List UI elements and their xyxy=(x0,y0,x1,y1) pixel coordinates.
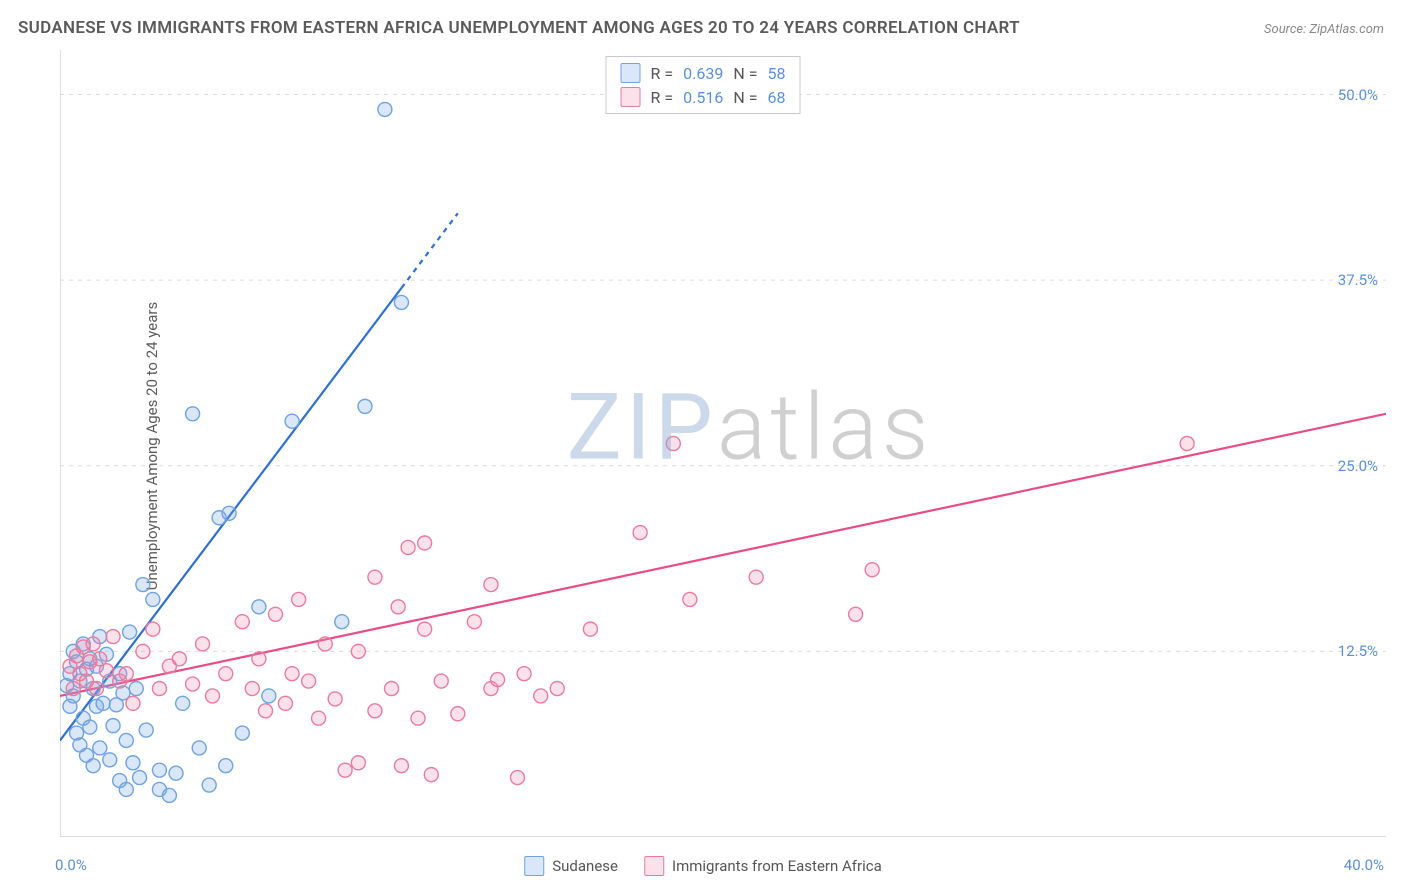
stats-swatch-sudanese xyxy=(621,63,641,83)
y-tick-label: 37.5% xyxy=(1338,271,1378,289)
legend-item-sudanese: Sudanese xyxy=(524,856,618,876)
stats-r-value-1: 0.516 xyxy=(683,88,723,107)
stats-r-label-1: R = xyxy=(651,88,674,107)
legend-item-eastern-africa: Immigrants from Eastern Africa xyxy=(644,856,882,876)
stats-n-label-0: N = xyxy=(733,64,757,83)
legend-swatch-sudanese xyxy=(524,856,544,876)
source-label: Source: ZipAtlas.com xyxy=(1264,22,1384,37)
plot-area: ZIPatlas xyxy=(60,50,1386,837)
y-tick-label: 50.0% xyxy=(1338,86,1378,104)
stats-n-value-0: 58 xyxy=(767,64,785,83)
y-tick-label: 25.0% xyxy=(1338,457,1378,475)
legend-label-eastern-africa: Immigrants from Eastern Africa xyxy=(672,857,882,875)
stats-n-value-1: 68 xyxy=(767,88,785,107)
stats-r-label-0: R = xyxy=(651,64,674,83)
stats-swatch-eastern-africa xyxy=(621,87,641,107)
x-axis-origin-label: 0.0% xyxy=(55,856,87,874)
chart-title: SUDANESE VS IMMIGRANTS FROM EASTERN AFRI… xyxy=(18,18,1020,38)
stats-n-label-1: N = xyxy=(733,88,757,107)
legend-label-sudanese: Sudanese xyxy=(552,857,618,875)
legend: Sudanese Immigrants from Eastern Africa xyxy=(524,856,882,876)
correlation-stats-box: R = 0.639 N = 58 R = 0.516 N = 68 xyxy=(606,56,801,114)
y-tick-label: 12.5% xyxy=(1338,642,1378,660)
scatter-chart-svg xyxy=(60,50,1386,837)
x-axis-end-label: 40.0% xyxy=(1344,856,1384,874)
legend-swatch-eastern-africa xyxy=(644,856,664,876)
stats-r-value-0: 0.639 xyxy=(683,64,723,83)
